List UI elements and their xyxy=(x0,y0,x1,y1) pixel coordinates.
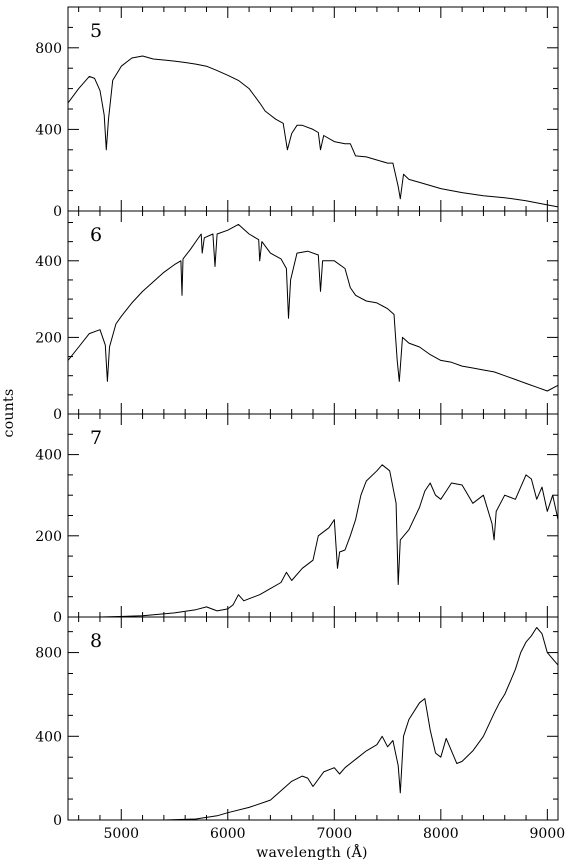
panel-7: 0 200 400 7 xyxy=(35,413,559,626)
y-tick-label: 0 xyxy=(53,407,62,423)
panel-frame xyxy=(67,616,559,821)
y-tick-label: 0 xyxy=(53,610,62,626)
y-tick-label: 400 xyxy=(35,729,62,745)
y-tick-label: 400 xyxy=(35,254,62,270)
y-tick-label: 400 xyxy=(35,122,62,138)
panel-8: 0 400 800 8 xyxy=(35,616,559,829)
panel-frame xyxy=(67,6,559,212)
y-tick-label: 200 xyxy=(35,330,62,346)
panel-label: 5 xyxy=(90,20,102,42)
panel-label: 7 xyxy=(90,427,102,449)
panel-frame xyxy=(67,210,559,415)
panel-frame xyxy=(67,413,559,618)
x-tick-label: 6000 xyxy=(210,826,246,842)
y-tick-label: 200 xyxy=(35,529,62,545)
x-tick-label: 8000 xyxy=(423,826,459,842)
y-tick-label: 800 xyxy=(35,41,62,57)
spectrum-line-8 xyxy=(163,627,559,821)
spectrum-line-5 xyxy=(67,55,559,208)
y-axis-title: counts xyxy=(1,389,17,438)
spectrum-line-6 xyxy=(67,223,559,392)
y-tick-label: 0 xyxy=(53,204,62,220)
y-tick-label: 0 xyxy=(53,813,62,829)
y-tick-label: 800 xyxy=(35,646,62,662)
x-tick-label: 9000 xyxy=(530,826,566,842)
spectrum-line-7 xyxy=(99,464,559,618)
x-axis-title: wavelength (Å) xyxy=(256,843,368,861)
panel-6: 0 200 400 6 xyxy=(35,210,559,423)
panel-5: 0 400 800 5 xyxy=(35,6,559,220)
x-tick-label: 5000 xyxy=(103,826,139,842)
panel-label: 8 xyxy=(90,630,102,652)
panel-label: 6 xyxy=(90,224,102,246)
x-tick-label: 7000 xyxy=(316,826,352,842)
y-tick-label: 400 xyxy=(35,448,62,464)
panels-group: 0 400 800 5 0 200 400 6 0 200 400 7 0 400 800 8 5000 6000… xyxy=(35,6,566,842)
